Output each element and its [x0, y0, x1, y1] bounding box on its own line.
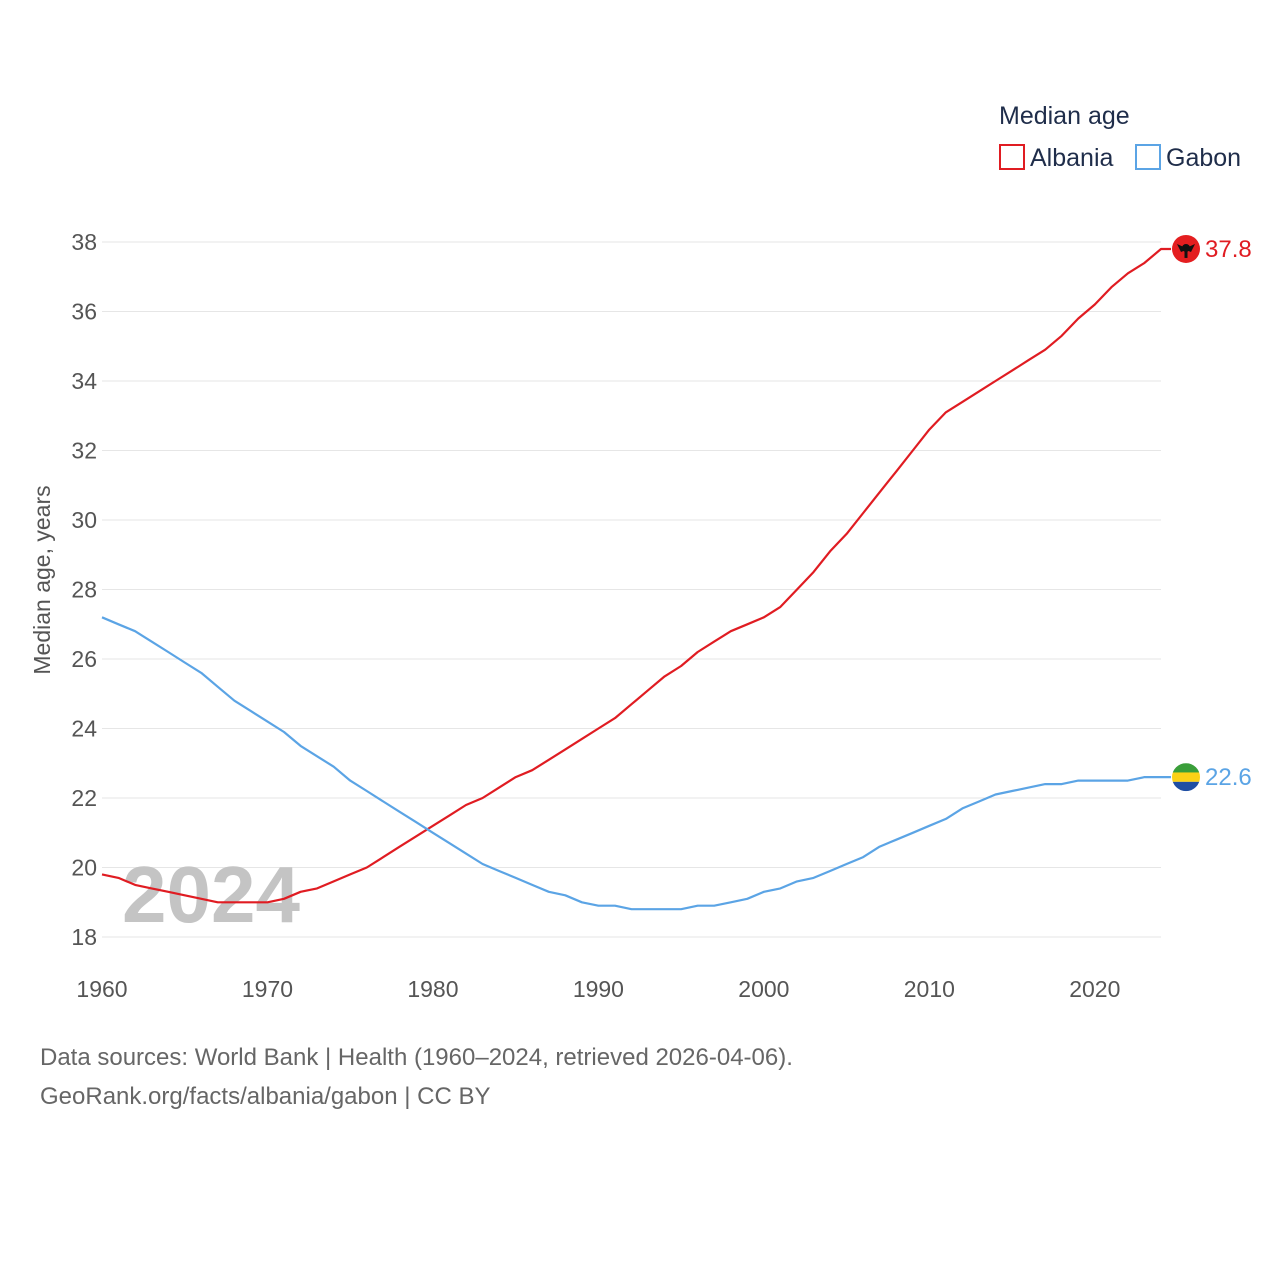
y-tick-36: 36 — [71, 299, 97, 325]
x-tick-2020: 2020 — [1069, 976, 1120, 1002]
end-label-gabon: 22.6 — [1205, 764, 1252, 791]
series-lines — [101, 247, 1171, 911]
source-line: Data sources: World Bank | Health (1960–… — [40, 1044, 793, 1071]
y-tick-28: 28 — [71, 577, 97, 603]
x-tick-2000: 2000 — [738, 976, 789, 1002]
y-tick-34: 34 — [71, 368, 97, 394]
end-label-albania: 37.8 — [1205, 236, 1252, 263]
y-tick-30: 30 — [71, 507, 97, 533]
y-tick-20: 20 — [71, 855, 97, 881]
x-tick-1980: 1980 — [407, 976, 458, 1002]
line-gabon — [101, 616, 1171, 911]
y-axis-label: Median age, years — [29, 485, 55, 674]
grid-lines — [102, 241, 1161, 938]
legend-swatch-albania — [999, 144, 1025, 170]
legend-label-gabon: Gabon — [1166, 144, 1241, 172]
legend-item-gabon[interactable]: Gabon — [1135, 144, 1241, 172]
y-tick-labels: 18 20 22 24 26 28 30 32 34 36 38 — [71, 229, 97, 950]
y-tick-38: 38 — [71, 229, 97, 255]
legend-label-albania: Albania — [1030, 144, 1113, 172]
x-tick-1960: 1960 — [76, 976, 127, 1002]
y-tick-22: 22 — [71, 785, 97, 811]
legend-swatch-gabon — [1135, 144, 1161, 170]
y-tick-24: 24 — [71, 716, 97, 742]
legend-item-albania[interactable]: Albania — [999, 144, 1113, 172]
x-tick-1990: 1990 — [573, 976, 624, 1002]
flag-gabon-icon — [1172, 763, 1200, 792]
y-tick-26: 26 — [71, 646, 97, 672]
end-markers: 37.8 22.6 — [1172, 234, 1252, 792]
y-tick-32: 32 — [71, 438, 97, 464]
year-label: 2024 — [122, 850, 300, 939]
y-tick-18: 18 — [71, 924, 97, 950]
source-link[interactable]: GeoRank.org/facts/albania/gabon | CC BY — [40, 1083, 491, 1110]
legend[interactable]: Median age Albania Gabon — [999, 102, 1241, 172]
x-tick-labels: 1960 1970 1980 1990 2000 2010 2020 — [76, 976, 1120, 1002]
x-tick-2010: 2010 — [904, 976, 955, 1002]
line-albania — [101, 247, 1171, 904]
legend-title: Median age — [999, 102, 1130, 130]
x-tick-1970: 1970 — [242, 976, 293, 1002]
flag-albania-icon — [1172, 234, 1200, 263]
